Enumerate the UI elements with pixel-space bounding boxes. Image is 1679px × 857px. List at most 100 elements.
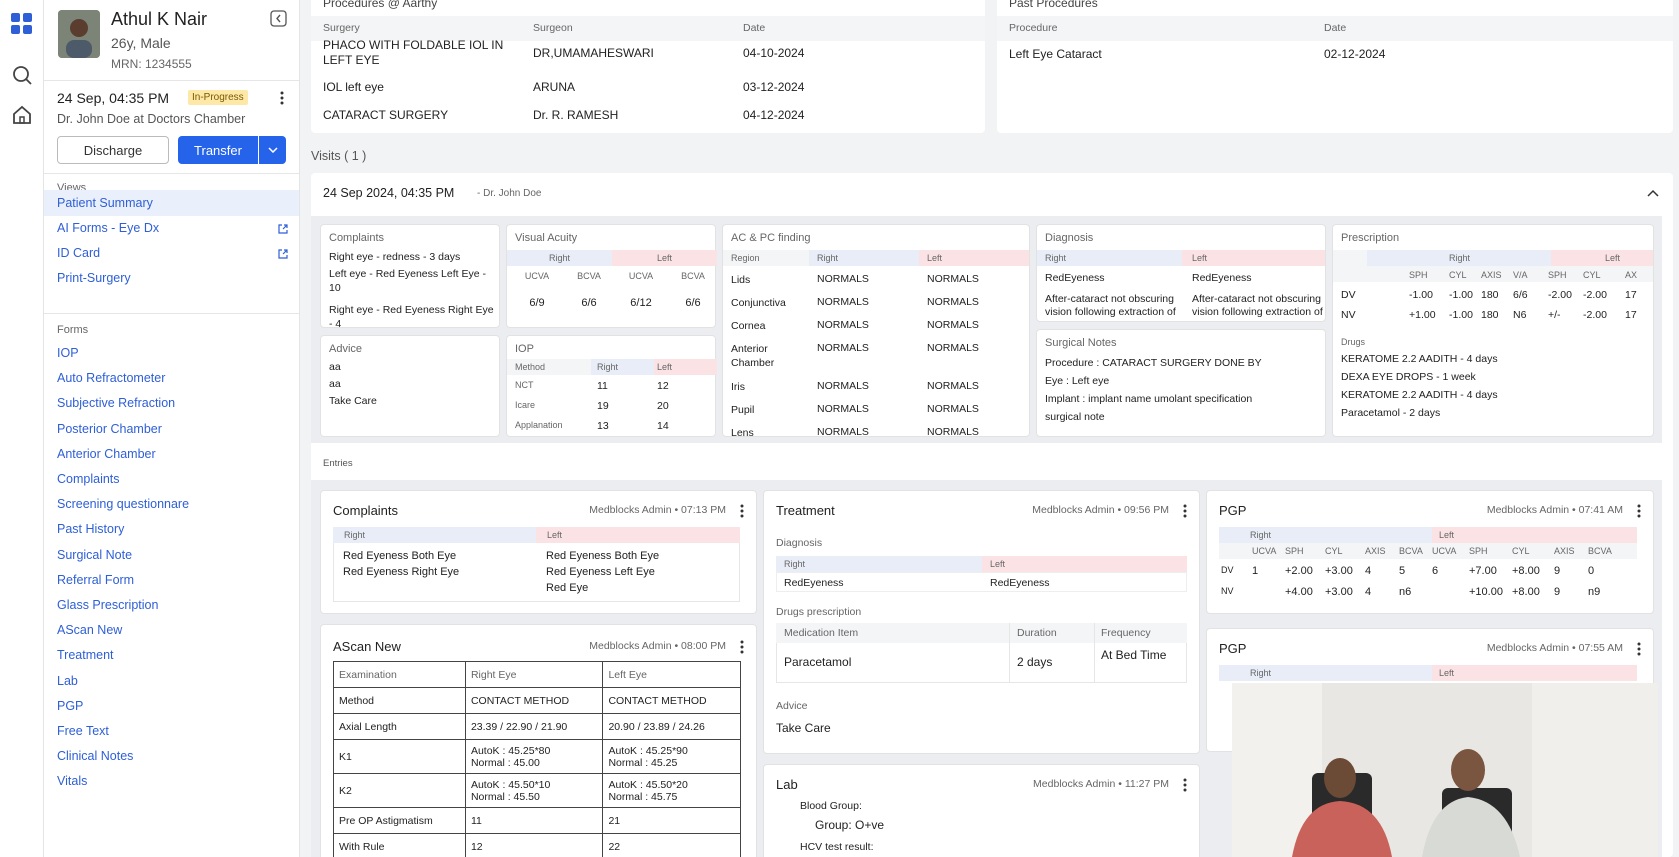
visual-acuity-card: Visual Acuity Right Left UCVA 6/9 BCVA 6/6 U… — [506, 224, 717, 328]
entry-treatment-title: Treatment — [776, 503, 835, 518]
nav-form-item[interactable]: Auto Refractometer — [57, 371, 166, 386]
nav-form-item[interactable]: IOP — [57, 346, 79, 360]
nav-form-item[interactable]: Posterior Chamber — [57, 421, 162, 436]
nav-form-item[interactable]: Vitals — [57, 774, 88, 789]
ascan-row: Pre OP Astigmatism 11 21 — [333, 807, 741, 834]
nav-form-item[interactable]: Free Text — [57, 724, 109, 738]
entry-ascan-meta: Medblocks Admin • 08:00 PM — [589, 640, 726, 652]
va-col-header: BCVA — [681, 271, 705, 281]
pgp-col-header: CYL — [1325, 546, 1343, 556]
pgp-cell: +2.00 — [1285, 565, 1313, 577]
procedure-cell: CATARACT SURGERY — [323, 108, 449, 122]
entry-complaints-title: Complaints — [333, 503, 399, 518]
entry-pgp-meta: Medblocks Admin • 07:41 AM — [1486, 504, 1623, 516]
kebab-menu-icon[interactable] — [1637, 504, 1641, 518]
pgp-col-header: CYL — [1512, 546, 1530, 556]
acpc-cell: NORMALS — [817, 403, 869, 415]
pgp-right-label: Right — [1250, 530, 1272, 540]
ascan-cell: K2 — [333, 773, 466, 808]
home-icon[interactable] — [9, 102, 35, 128]
kebab-menu-icon[interactable] — [1637, 642, 1641, 656]
entry-pgp-card: PGP Medblocks Admin • 07:41 AM Right Lef… — [1206, 490, 1654, 614]
discharge-button[interactable]: Discharge — [57, 136, 169, 164]
lab-blood-label: Blood Group: — [800, 800, 862, 812]
entry-lab-meta: Medblocks Admin • 11:27 PM — [1033, 778, 1169, 790]
ascan-cell: CONTACT METHOD — [602, 687, 741, 714]
drug-item: Paracetamol - 2 days — [1341, 407, 1441, 419]
pgp-col-header: UCVA — [1432, 546, 1457, 556]
kebab-menu-icon[interactable] — [740, 504, 744, 518]
diagnosis-title: Diagnosis — [1045, 232, 1094, 244]
patient-age-sex: 26y, Male — [111, 35, 171, 51]
nav-form-item[interactable]: Treatment — [57, 648, 114, 663]
acpc-cell: NORMALS — [927, 342, 979, 354]
procedure-cell: IOL left eye — [323, 80, 384, 94]
ascan-cell: Left Eye — [602, 661, 741, 688]
nav-form-item[interactable]: Anterior Chamber — [57, 446, 156, 461]
rx-right-label: Right — [1449, 253, 1471, 263]
drug-item: KERATOME 2.2 AADITH - 4 days — [1341, 353, 1498, 365]
nav-form-item[interactable]: Lab — [57, 673, 78, 688]
ascan-cell: CONTACT METHOD — [464, 687, 604, 714]
nav-view-item[interactable]: ID Card — [44, 240, 299, 266]
nav-form-item[interactable]: Complaints — [57, 472, 120, 486]
kebab-menu-icon[interactable] — [740, 640, 744, 654]
nav-form-item[interactable]: Surgical Note — [57, 547, 133, 562]
acpc-cell: NORMALS — [817, 380, 869, 392]
rx-cell: -2.00 — [1583, 309, 1607, 321]
ascan-cell: With Rule — [333, 833, 466, 857]
nav-form-item[interactable]: AScan New — [57, 623, 123, 638]
nav-form-item[interactable]: Subjective Refraction — [57, 396, 176, 411]
nav-form-item[interactable]: PGP — [57, 698, 84, 713]
patient-sidebar: Athul K Nair 26y, Male MRN: 1234555 24 S… — [44, 0, 300, 857]
nav-view-item[interactable]: Print-Surgery — [57, 271, 131, 285]
acpc-cell: NORMALS — [817, 426, 869, 437]
advice-item: aa — [329, 378, 341, 390]
pgp-col-header: AXIS — [1554, 546, 1575, 556]
ec-left-label: Left — [547, 530, 563, 540]
chevron-up-icon[interactable] — [1647, 189, 1659, 197]
kebab-menu-icon[interactable] — [1183, 778, 1187, 792]
nav-form-item[interactable]: Glass Prescription — [57, 598, 159, 612]
procedures-card: Procedures @ Aarthy Surgery Surgeon Date PH… — [311, 0, 985, 133]
drug-item: DEXA EYE DROPS - 1 week — [1341, 371, 1476, 383]
procedure-cell: Dr. R. RAMESH — [533, 108, 619, 122]
diagnosis-card: Diagnosis Right Left RedEyeness RedEyeness A… — [1036, 224, 1326, 322]
drug-header: Duration — [1017, 627, 1057, 639]
visit-date[interactable]: 24 Sep 2024, 04:35 PM — [323, 186, 455, 200]
collapse-sidebar-icon[interactable] — [270, 10, 287, 27]
ascan-row: With Rule 12 22 — [333, 833, 741, 857]
treatment-advice-title: Advice — [776, 700, 808, 712]
past-procedures-card: Past Procedures Procedure Date Left Eye Ca… — [997, 0, 1673, 133]
rx-cell: 17 — [1625, 289, 1637, 301]
drugs-title: Drugs — [1341, 337, 1366, 347]
nav-form-item[interactable]: Screening questionnare — [57, 497, 190, 512]
ascan-row: K2 AutoK : 45.50*10 Normal : 45.50 AutoK :… — [333, 773, 741, 808]
advice-item: Take Care — [329, 395, 377, 407]
icon-rail — [0, 0, 44, 857]
past-procedures-title: Past Procedures — [1009, 0, 1098, 10]
transfer-dropdown-button[interactable] — [259, 136, 286, 164]
nav-view-item[interactable]: Patient Summary — [44, 190, 299, 216]
acpc-cell: Lens — [731, 427, 754, 437]
kebab-menu-icon[interactable] — [1183, 504, 1187, 518]
nav-form-item[interactable]: Clinical Notes — [57, 749, 134, 764]
nav-form-item[interactable]: Referral Form — [57, 572, 135, 587]
nav-form-item[interactable]: Past History — [57, 522, 125, 537]
procedure-cell: 04-10-2024 — [743, 46, 805, 60]
acpc-cell: Iris — [731, 381, 745, 393]
prescription-title: Prescription — [1341, 232, 1400, 244]
transfer-button[interactable]: Transfer — [178, 136, 258, 164]
acpc-title: AC & PC finding — [731, 232, 811, 244]
acpc-cell: NORMALS — [927, 380, 979, 392]
visit-menu-icon[interactable] — [280, 91, 284, 105]
dashboard-icon[interactable] — [9, 10, 35, 36]
search-icon[interactable] — [9, 62, 35, 88]
nav-view-item[interactable]: AI Forms - Eye Dx — [44, 215, 299, 241]
iop-title: IOP — [515, 343, 534, 355]
patient-name: Athul K Nair — [111, 9, 208, 29]
va-col-header: UCVA — [628, 271, 654, 281]
iop-cell: NCT — [515, 380, 534, 390]
rx-cell: -2.00 — [1583, 289, 1607, 301]
entry-treatment-card: Treatment Medblocks Admin • 09:56 PM Dia… — [763, 490, 1200, 754]
